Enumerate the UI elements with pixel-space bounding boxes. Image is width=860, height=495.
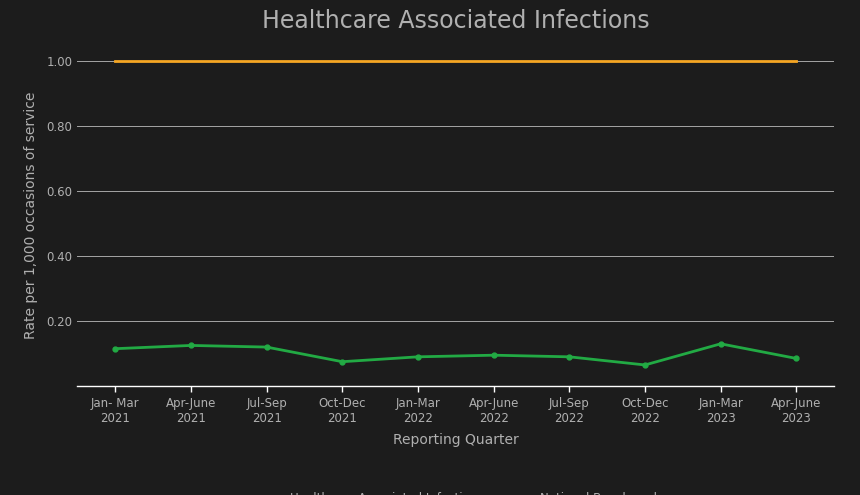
National Benchmark <box>716 58 726 64</box>
Healthcare Associated Infections <box>110 346 120 351</box>
Healthcare Associated Infections <box>564 354 574 360</box>
Title: Healthcare Associated Infections: Healthcare Associated Infections <box>262 9 649 33</box>
Healthcare Associated Infections <box>640 362 650 368</box>
National Benchmark <box>186 58 196 64</box>
Healthcare Associated Infections <box>261 344 272 350</box>
Line: Healthcare Associated Infections: Healthcare Associated Infections <box>113 342 799 367</box>
National Benchmark <box>413 58 423 64</box>
National Benchmark <box>337 58 347 64</box>
National Benchmark <box>791 58 802 64</box>
National Benchmark <box>261 58 272 64</box>
National Benchmark <box>640 58 650 64</box>
National Benchmark <box>564 58 574 64</box>
Healthcare Associated Infections <box>337 359 347 365</box>
Healthcare Associated Infections <box>186 343 196 348</box>
Legend: Healthcare Associated Infections, National Benchmark: Healthcare Associated Infections, Nation… <box>246 488 666 495</box>
Healthcare Associated Infections <box>488 352 499 358</box>
National Benchmark <box>110 58 120 64</box>
Healthcare Associated Infections <box>716 341 726 347</box>
Healthcare Associated Infections <box>413 354 423 360</box>
Y-axis label: Rate per 1,000 occasions of service: Rate per 1,000 occasions of service <box>24 92 38 339</box>
Healthcare Associated Infections <box>791 355 802 361</box>
National Benchmark <box>488 58 499 64</box>
X-axis label: Reporting Quarter: Reporting Quarter <box>393 433 519 447</box>
